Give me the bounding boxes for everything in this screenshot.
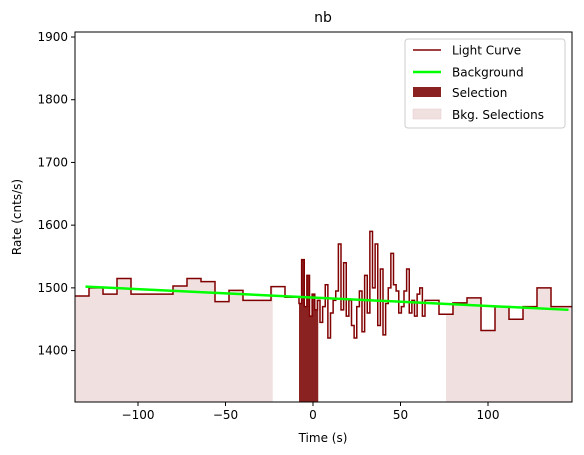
x-tick-label: 0	[309, 408, 317, 422]
x-axis: −100 −50 0 50 100	[122, 402, 500, 422]
x-tick-label: 50	[393, 408, 408, 422]
legend-frame	[404, 38, 566, 129]
x-tick-label: −50	[213, 408, 238, 422]
legend-background-label: Background	[452, 66, 524, 80]
y-tick-label: 1400	[37, 344, 68, 358]
bkg-selection-layer	[75, 278, 572, 402]
y-tick-label: 1800	[37, 93, 68, 107]
legend-bkg-selections-label: Bkg. Selections	[452, 108, 544, 122]
x-axis-label: Time (s)	[298, 431, 348, 445]
legend-selection-swatch	[413, 87, 441, 97]
y-axis: 1400 1500 1600 1700 1800 1900	[37, 30, 75, 358]
plot-frame	[74, 31, 573, 403]
y-axis-label: Rate (cnts/s)	[10, 179, 24, 255]
y-tick-label: 1600	[37, 218, 68, 232]
legend-light-curve-label: Light Curve	[452, 44, 521, 58]
x-tick-label: −100	[122, 408, 155, 422]
chart-title: nb	[314, 10, 332, 26]
legend-bkg-selections-swatch	[412, 108, 442, 120]
y-tick-label: 1500	[37, 281, 68, 295]
plot-area	[75, 230, 572, 402]
y-tick-label: 1900	[37, 30, 68, 44]
bkg-selection-fill	[446, 287, 572, 402]
light-curve-line	[75, 230, 572, 339]
legend: Light Curve Background Selection Bkg. Se…	[404, 38, 566, 129]
bkg-selection-fill	[75, 278, 273, 402]
y-tick-label: 1700	[37, 155, 68, 169]
legend-selection-label: Selection	[452, 86, 507, 100]
background-line	[85, 285, 569, 312]
x-tick-label: 100	[477, 408, 500, 422]
